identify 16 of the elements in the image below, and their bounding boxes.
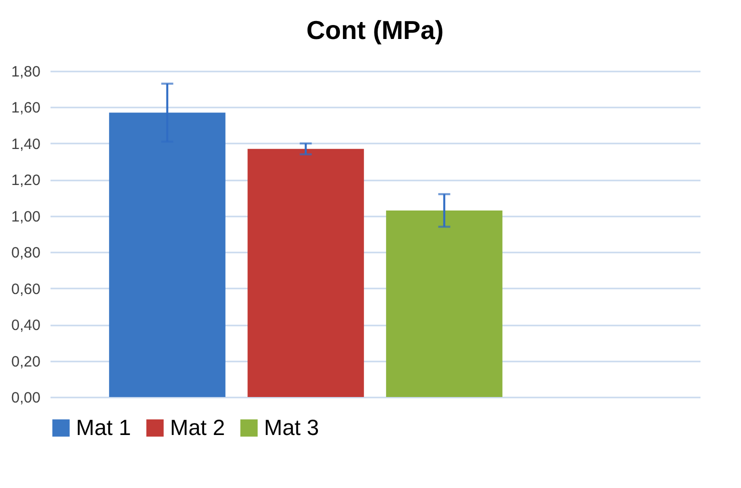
- legend-label: Mat 3: [264, 415, 320, 440]
- y-tick-label: 1,80: [11, 64, 40, 80]
- bar: [386, 210, 502, 397]
- y-tick-label: 1,60: [11, 100, 40, 117]
- bar: [248, 148, 364, 397]
- chart-title: Cont (MPa): [306, 15, 444, 45]
- y-tick-label: 1,00: [11, 208, 40, 226]
- legend-label: Mat 1: [76, 415, 132, 440]
- y-tick-label: 0,20: [11, 353, 40, 370]
- y-tick-label: 0,40: [11, 317, 40, 334]
- y-tick-label: 0,80: [11, 244, 40, 262]
- y-tick-label: 1,20: [11, 172, 40, 190]
- legend-label: Mat 2: [170, 415, 226, 440]
- y-tick-label: 0,60: [11, 280, 40, 298]
- y-tick-label: 0,00: [11, 390, 40, 406]
- y-tick-label: 1,40: [11, 136, 40, 153]
